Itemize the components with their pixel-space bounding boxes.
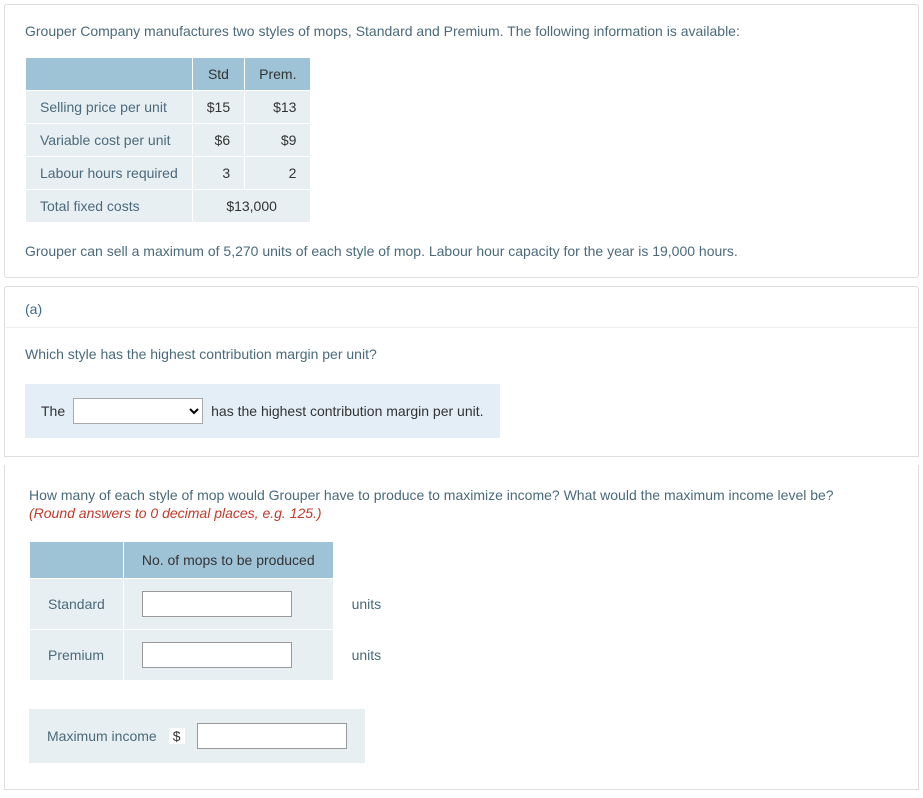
blank-header3 [333,542,400,579]
col-prem: Prem. [245,58,311,91]
table-row: Total fixed costs $13,000 [26,190,311,223]
table-row: Variable cost per unit $6 $9 [26,124,311,157]
blank-header [26,58,193,91]
answer-prefix: The [41,403,65,419]
selling-std: $15 [192,91,244,124]
premium-label: Premium [30,630,124,681]
labour-std: 3 [192,157,244,190]
table-row: Labour hours required 3 2 [26,157,311,190]
labour-label: Labour hours required [26,157,193,190]
part-a-body: Which style has the highest contribution… [4,327,919,457]
varcost-prem: $9 [245,124,311,157]
max-income-row: Maximum income $ [29,709,365,763]
problem-panel: Grouper Company manufactures two styles … [4,4,919,278]
cost-table: Std Prem. Selling price per unit $15 $13… [25,57,311,223]
fixed-label: Total fixed costs [26,190,193,223]
part-b-hint: (Round answers to 0 decimal places, e.g.… [29,505,894,521]
labour-prem: 2 [245,157,311,190]
part-a-question: Which style has the highest contribution… [25,346,898,362]
units-label-1: units [333,579,400,630]
standard-label: Standard [30,579,124,630]
answer-suffix: has the highest contribution margin per … [211,403,483,419]
table-row: Standard units [30,579,400,630]
units-label-2: units [333,630,400,681]
constraint-text: Grouper can sell a maximum of 5,270 unit… [25,243,898,259]
part-b-question: How many of each style of mop would Grou… [29,487,894,503]
intro-text: Grouper Company manufactures two styles … [25,23,898,39]
mops-header: No. of mops to be produced [123,542,333,579]
table-row: Selling price per unit $15 $13 [26,91,311,124]
part-a-header: (a) [4,286,919,327]
answer-box: The has the highest contribution margin … [25,384,500,438]
max-income-input[interactable] [197,723,347,749]
currency-symbol: $ [169,728,185,744]
max-income-label: Maximum income [47,728,157,744]
fixed-value: $13,000 [192,190,311,223]
premium-units-input[interactable] [142,642,292,668]
blank-header2 [30,542,124,579]
standard-units-input[interactable] [142,591,292,617]
varcost-std: $6 [192,124,244,157]
part-b-body: How many of each style of mop would Grou… [4,465,919,790]
style-select[interactable] [73,398,203,424]
col-std: Std [192,58,244,91]
selling-label: Selling price per unit [26,91,193,124]
selling-prem: $13 [245,91,311,124]
table-row: Premium units [30,630,400,681]
production-table: No. of mops to be produced Standard unit… [29,541,400,681]
standard-input-cell [123,579,333,630]
premium-input-cell [123,630,333,681]
varcost-label: Variable cost per unit [26,124,193,157]
